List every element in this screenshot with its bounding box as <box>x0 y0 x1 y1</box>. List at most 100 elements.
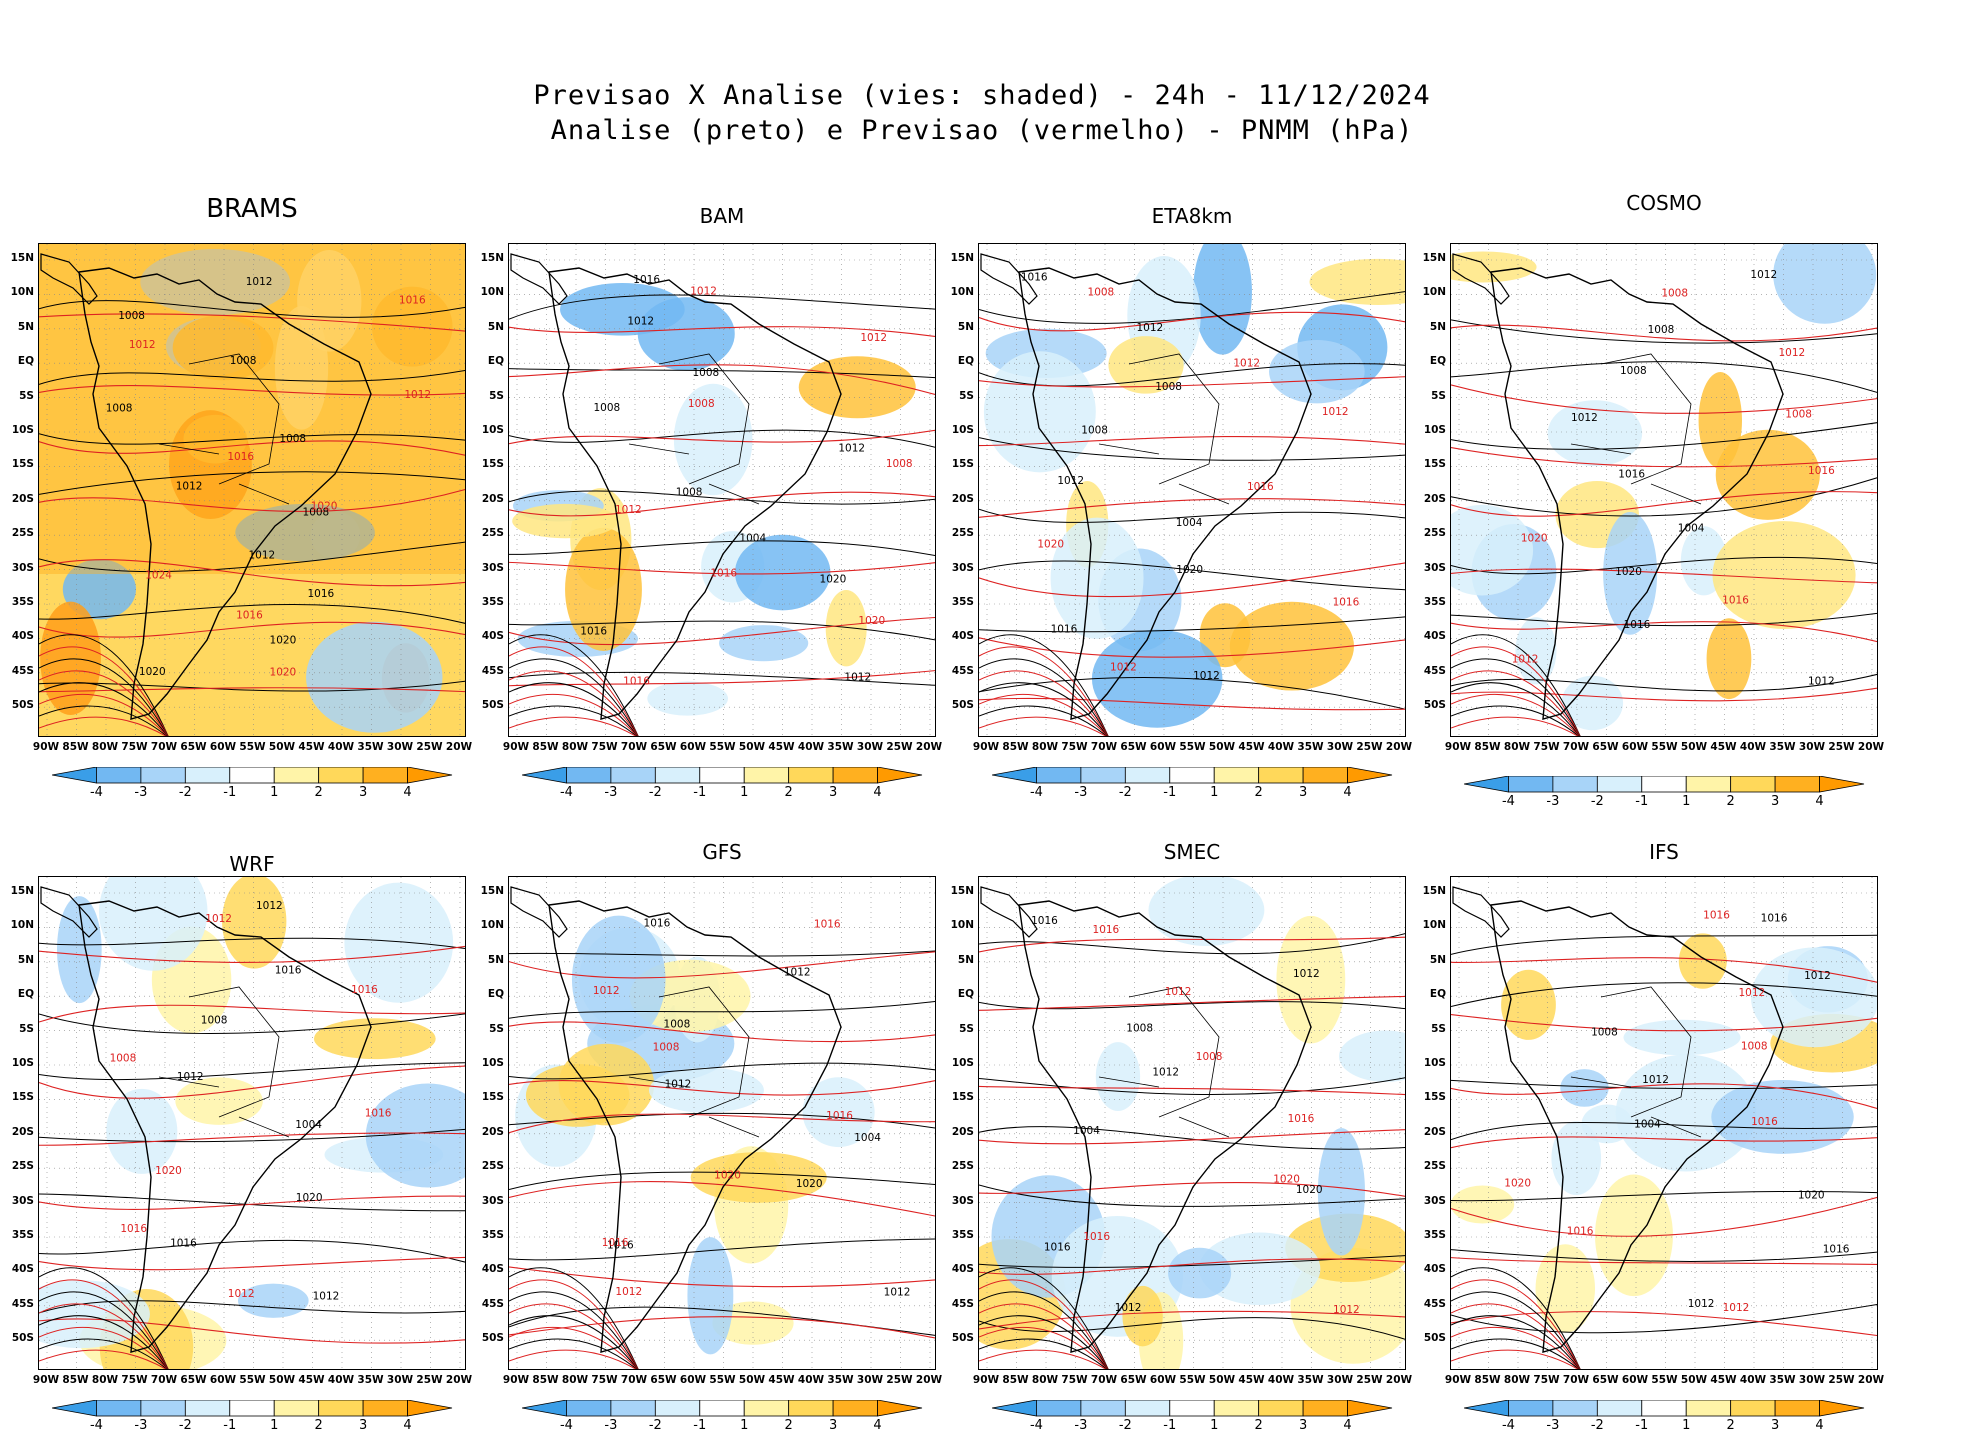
isobar-label-analysis: 1020 <box>1615 566 1642 578</box>
isobar-label-forecast: 1020 <box>1273 1173 1300 1185</box>
lat-tick-label: 10S <box>951 1057 974 1069</box>
isobar-label-forecast: 1008 <box>1661 287 1688 299</box>
colorbar-segment <box>1819 1400 1865 1417</box>
colorbar-label: 2 <box>784 1418 793 1433</box>
isobar-label-forecast: 1020 <box>1504 1178 1531 1190</box>
colorbar <box>522 1400 923 1417</box>
lon-tick-label: 50W <box>268 741 296 753</box>
lon-tick-label: 80W <box>1031 1374 1059 1386</box>
lat-tick-label: 10N <box>10 286 34 299</box>
bias-shading <box>571 915 666 1043</box>
isobar-label-analysis: 1012 <box>177 1071 204 1083</box>
lon-tick-label: 80W <box>561 741 589 753</box>
lon-tick-label: 75W <box>1533 741 1560 753</box>
isobar-label-analysis: 1008 <box>303 507 330 519</box>
lon-tick-label: 80W <box>91 1374 119 1386</box>
isobar-label-analysis: 1008 <box>106 403 133 415</box>
lat-tick-label: 40S <box>481 1263 504 1276</box>
isobar-label-forecast: 1020 <box>311 501 338 513</box>
colorbar-label: -2 <box>178 785 192 800</box>
isobar-south <box>39 1349 167 1369</box>
bias-shading <box>56 896 102 1004</box>
bias-shading <box>712 1301 794 1345</box>
isobar-label-analysis: 1008 <box>1155 381 1182 393</box>
isobar-label-analysis: 1020 <box>1296 1184 1323 1196</box>
lat-tick-label: 50S <box>1423 699 1446 712</box>
isobar-label-forecast: 1016 <box>1247 481 1274 493</box>
colorbar-segment <box>407 767 453 784</box>
bias-shading <box>172 315 274 381</box>
isobar-south <box>1451 1338 1580 1369</box>
bias-shading <box>1560 1069 1609 1107</box>
lat-tick-label: 45S <box>951 664 974 677</box>
isobar-analysis <box>1451 361 1877 393</box>
lon-tick-label: 45W <box>1238 1374 1265 1386</box>
lat-tick-label: 5N <box>487 953 504 966</box>
lon-tick-label: 50W <box>738 741 766 753</box>
isobar-label-analysis: 1004 <box>854 1132 881 1144</box>
colorbar-segment <box>1213 767 1260 784</box>
lon-tick-label: 65W <box>180 741 207 753</box>
lat-tick-label: 45S <box>11 664 34 677</box>
lon-tick-label: 80W <box>1031 741 1059 753</box>
isobar-label-analysis: 1012 <box>1136 322 1163 334</box>
bias-shading <box>39 244 465 574</box>
colorbar-label: 3 <box>358 785 368 800</box>
isobar-forecast <box>979 1181 1405 1197</box>
colorbar-segment <box>522 767 567 784</box>
country-borders <box>158 986 290 1138</box>
lat-tick-label: 25S <box>951 527 974 540</box>
isobar-label-analysis: 1012 <box>1152 1066 1179 1078</box>
isobar-label-analysis: 1012 <box>1057 475 1084 487</box>
isobar-forecast <box>1451 1257 1877 1265</box>
lon-tick-label: 75W <box>1533 1374 1560 1386</box>
isobar-forecast <box>509 1080 935 1096</box>
isobar-analysis <box>1451 1079 1877 1090</box>
isobar-analysis <box>509 368 935 379</box>
isobar-label-analysis: 1016 <box>644 917 671 929</box>
isobar-south <box>509 1279 639 1369</box>
isobar-forecast <box>1451 491 1877 517</box>
bias-shading <box>1594 1174 1673 1297</box>
lon-tick-label: 35W <box>1769 741 1796 753</box>
lon-tick-label: 20W <box>915 1374 943 1386</box>
central-america-coastline <box>1452 253 1510 305</box>
isobar-analysis <box>39 369 465 385</box>
isobar-forecast <box>39 1256 465 1271</box>
lon-tick-label: 40W <box>797 1374 825 1386</box>
lon-tick-label: 20W <box>445 1374 473 1386</box>
colorbar-segment <box>1258 1400 1304 1417</box>
lat-tick-label: 5N <box>487 320 504 333</box>
isobar-south <box>509 1315 639 1369</box>
colorbar-segment <box>743 1400 790 1417</box>
isobar-analysis <box>509 950 935 957</box>
bias-shading <box>673 383 753 496</box>
isobar-label-analysis: 1016 <box>580 626 607 638</box>
lat-tick-label: EQ <box>957 988 974 1001</box>
isobar-analysis <box>1451 1304 1877 1334</box>
colorbar-segment <box>1347 767 1393 784</box>
lon-tick-label: 35W <box>1297 741 1324 753</box>
isobar-label-forecast: 1012 <box>1233 358 1260 370</box>
isobar-forecast <box>1451 568 1877 584</box>
panel-title-wrf: WRF <box>229 852 275 876</box>
isobar-label-forecast: 1016 <box>351 984 378 996</box>
lat-tick-label: 40S <box>1423 1263 1446 1276</box>
isobar-label-forecast: 1012 <box>1512 654 1539 666</box>
lat-tick-label: 50S <box>481 1332 504 1345</box>
lat-tick-label: 40S <box>951 630 974 643</box>
isobar-forecast <box>39 1004 465 1023</box>
lat-tick-label: 5S <box>489 389 504 402</box>
isobar-analysis <box>1451 673 1877 692</box>
bias-shading <box>565 527 642 651</box>
lon-tick-label: 55W <box>1651 741 1678 753</box>
country-borders <box>1570 353 1702 505</box>
lon-tick-label: 40W <box>327 1374 355 1386</box>
lon-tick-label: 90W <box>972 1374 1000 1386</box>
central-america-coastline <box>510 886 568 938</box>
bias-shading <box>1715 429 1820 520</box>
lon-tick-label: 40W <box>1739 741 1767 753</box>
lat-tick-label: EQ <box>487 988 504 1001</box>
colorbar-segment <box>832 767 878 784</box>
isobar-analysis <box>39 541 465 573</box>
